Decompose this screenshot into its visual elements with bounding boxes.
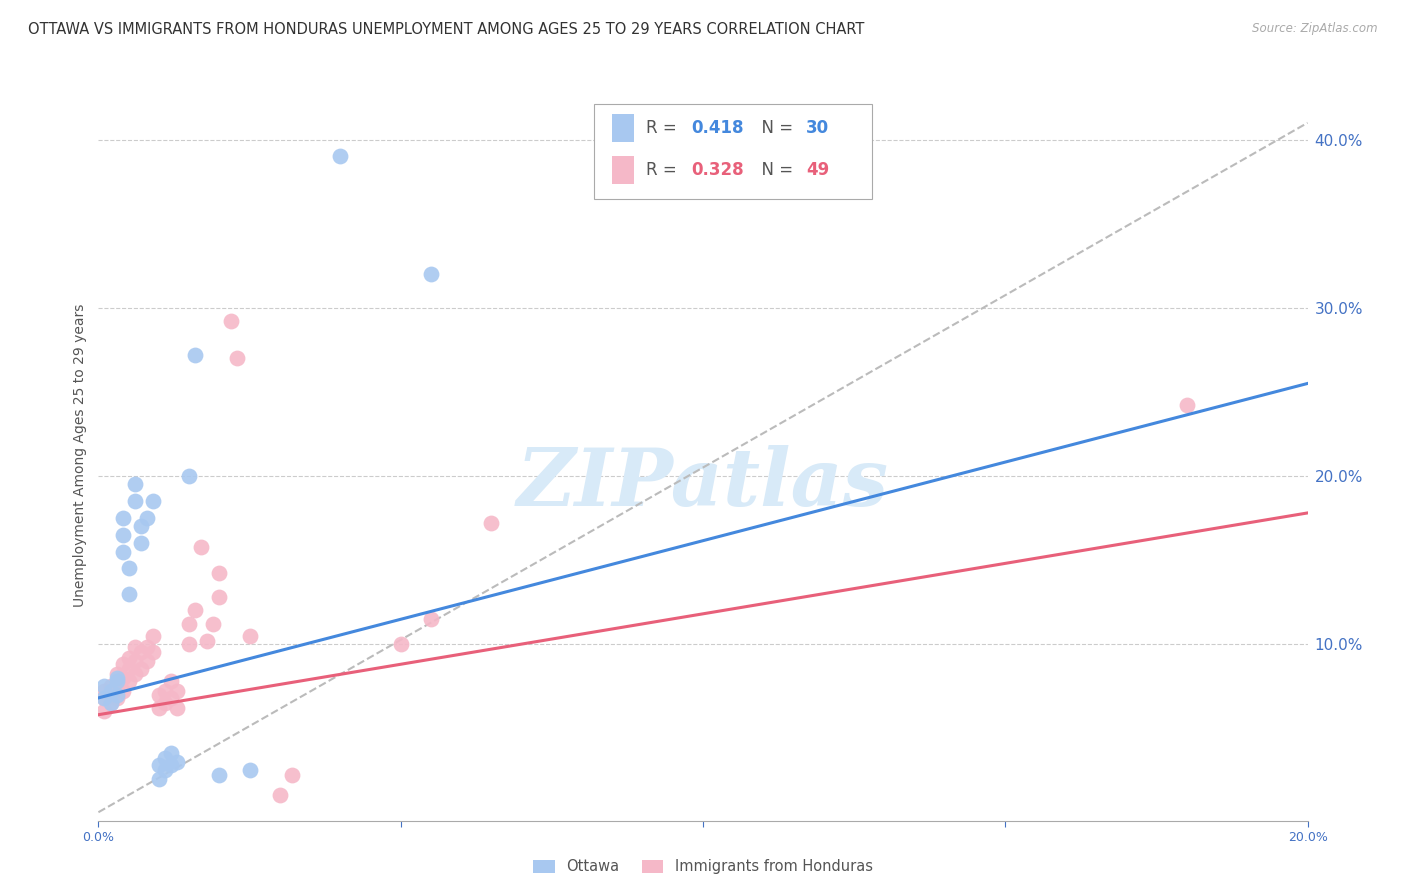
Point: [105, 679, 128, 693]
Point: [105, 667, 128, 681]
Point: [124, 494, 146, 508]
Point: [160, 758, 183, 772]
Bar: [613, 114, 634, 142]
Point: [148, 772, 170, 786]
Point: [118, 587, 141, 601]
Point: [166, 684, 188, 698]
Point: [179, 616, 201, 631]
Point: [142, 645, 165, 659]
Point: [142, 629, 165, 643]
Text: R =: R =: [647, 161, 682, 178]
Point: [124, 654, 146, 668]
Point: [184, 603, 207, 617]
Point: [111, 511, 134, 525]
Text: 0.418: 0.418: [690, 119, 744, 137]
Point: [111, 528, 134, 542]
Point: [100, 679, 122, 693]
Point: [129, 536, 152, 550]
Point: [208, 768, 231, 782]
Point: [111, 684, 134, 698]
Point: [1175, 398, 1198, 412]
Point: [129, 662, 152, 676]
Point: [420, 612, 443, 626]
Point: [190, 540, 212, 554]
Point: [129, 645, 152, 659]
Point: [153, 696, 176, 710]
Point: [93, 684, 115, 698]
Point: [129, 519, 152, 533]
Text: OTTAWA VS IMMIGRANTS FROM HONDURAS UNEMPLOYMENT AMONG AGES 25 TO 29 YEARS CORREL: OTTAWA VS IMMIGRANTS FROM HONDURAS UNEMP…: [28, 22, 865, 37]
Point: [269, 789, 291, 803]
Point: [148, 701, 170, 715]
Point: [160, 747, 183, 761]
Point: [148, 688, 170, 702]
Point: [93, 690, 115, 705]
Point: [135, 640, 157, 655]
Point: [93, 690, 115, 705]
Point: [100, 696, 122, 710]
Point: [148, 758, 170, 772]
Point: [239, 629, 262, 643]
Point: [221, 314, 243, 328]
Point: [105, 690, 128, 705]
Point: [208, 590, 231, 604]
Point: [111, 671, 134, 685]
Text: N =: N =: [751, 161, 799, 178]
Point: [329, 149, 352, 163]
Bar: [613, 156, 634, 184]
Point: [100, 688, 122, 702]
Text: N =: N =: [751, 119, 799, 137]
Point: [135, 654, 157, 668]
Point: [153, 684, 176, 698]
Point: [100, 684, 122, 698]
Point: [226, 351, 249, 366]
Point: [111, 657, 134, 672]
Text: Source: ZipAtlas.com: Source: ZipAtlas.com: [1253, 22, 1378, 36]
Point: [111, 544, 134, 558]
Point: [135, 511, 157, 525]
Point: [389, 637, 412, 651]
Point: [142, 494, 165, 508]
Point: [160, 690, 183, 705]
Text: 0.328: 0.328: [690, 161, 744, 178]
Point: [195, 633, 218, 648]
Point: [420, 267, 443, 281]
Point: [124, 667, 146, 681]
Point: [208, 566, 231, 581]
Point: [118, 561, 141, 575]
Point: [202, 616, 225, 631]
Text: 49: 49: [806, 161, 830, 178]
Point: [118, 662, 141, 676]
Legend: Ottawa, Immigrants from Honduras: Ottawa, Immigrants from Honduras: [527, 854, 879, 880]
Point: [118, 674, 141, 689]
Point: [105, 674, 128, 689]
Point: [153, 751, 176, 765]
Point: [166, 755, 188, 769]
Text: R =: R =: [647, 119, 682, 137]
Point: [105, 688, 128, 702]
Point: [481, 516, 503, 530]
Point: [179, 637, 201, 651]
Point: [239, 763, 262, 777]
Point: [166, 701, 188, 715]
Point: [153, 763, 176, 777]
Point: [105, 671, 128, 685]
Point: [184, 348, 207, 362]
Point: [281, 768, 304, 782]
Point: [179, 469, 201, 483]
Point: [100, 696, 122, 710]
Point: [118, 650, 141, 665]
FancyBboxPatch shape: [595, 103, 872, 199]
Text: 30: 30: [806, 119, 830, 137]
Y-axis label: Unemployment Among Ages 25 to 29 years: Unemployment Among Ages 25 to 29 years: [73, 303, 87, 607]
Point: [124, 640, 146, 655]
Text: ZIPatlas: ZIPatlas: [517, 445, 889, 523]
Point: [93, 679, 115, 693]
Point: [160, 674, 183, 689]
Point: [124, 477, 146, 491]
Point: [93, 704, 115, 718]
